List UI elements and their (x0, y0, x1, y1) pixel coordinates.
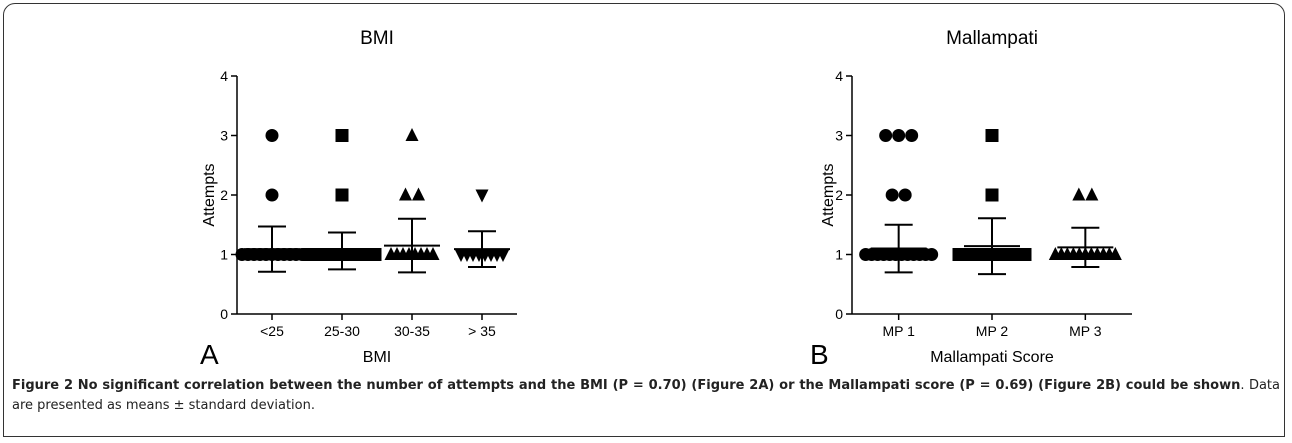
figure-frame (3, 3, 1285, 437)
x-axis-label: Mallampati Score (930, 349, 1054, 366)
data-point (1018, 248, 1032, 261)
y-tick-label: 1 (835, 247, 843, 263)
y-tick-label: 2 (220, 187, 228, 203)
panel-letter: A (200, 339, 219, 370)
x-tick-label: > 35 (468, 323, 496, 339)
data-point (985, 129, 999, 142)
caption-bold: Figure 2 No significant correlation betw… (12, 378, 1241, 393)
chart-title: BMI (360, 28, 394, 49)
data-point (399, 187, 412, 201)
data-point (335, 129, 349, 142)
data-point (265, 188, 279, 202)
y-tick-label: 3 (835, 128, 843, 144)
data-point (885, 188, 899, 202)
data-point (412, 187, 425, 201)
data-point (905, 129, 919, 142)
data-point (985, 188, 999, 202)
y-tick-label: 2 (835, 187, 843, 203)
data-point (265, 129, 279, 142)
data-point (1085, 187, 1099, 201)
data-point (405, 128, 419, 141)
panel-letter: B (810, 339, 829, 370)
data-point (898, 188, 912, 202)
chart-mallampati: 0 1 2 3 4 Attempts Mallampati Mallampati Score B… (810, 28, 1132, 370)
y-tick-label: 1 (220, 247, 228, 263)
y-tick-label: 4 (835, 68, 843, 84)
data-point (426, 247, 440, 260)
x-tick-label: <25 (260, 323, 284, 339)
x-tick-label: MP 1 (882, 323, 915, 339)
figure-caption: Figure 2 No significant correlation betw… (12, 376, 1280, 416)
y-tick-label: 0 (835, 306, 843, 322)
y-tick-label: 3 (220, 128, 228, 144)
chart-title: Mallampati (946, 28, 1038, 49)
data-point (925, 248, 939, 261)
x-axis-label: BMI (363, 349, 391, 366)
data-point (496, 249, 510, 262)
x-tick-label: MP 2 (976, 323, 1009, 339)
x-tick-label: MP 3 (1069, 323, 1102, 339)
data-point (475, 189, 489, 203)
x-tick-label: 25-30 (324, 323, 360, 339)
data-point (1072, 187, 1086, 201)
caption-rest: . Data are presented as means ± standard… (12, 378, 1280, 413)
x-tick-label: 30-35 (394, 323, 430, 339)
data-point (368, 248, 382, 261)
y-tick-label: 0 (220, 306, 228, 322)
chart-bmi: 0 1 2 3 4 Attempts BMI BMI A <25 25-30 30-35 > 35 (200, 28, 517, 370)
data-point (892, 129, 906, 142)
data-point (879, 129, 893, 142)
data-point (335, 188, 349, 202)
y-tick-label: 4 (220, 68, 228, 84)
y-axis-label: Attempts (820, 163, 837, 226)
data-point (1108, 247, 1122, 260)
y-axis-label: Attempts (201, 163, 218, 226)
